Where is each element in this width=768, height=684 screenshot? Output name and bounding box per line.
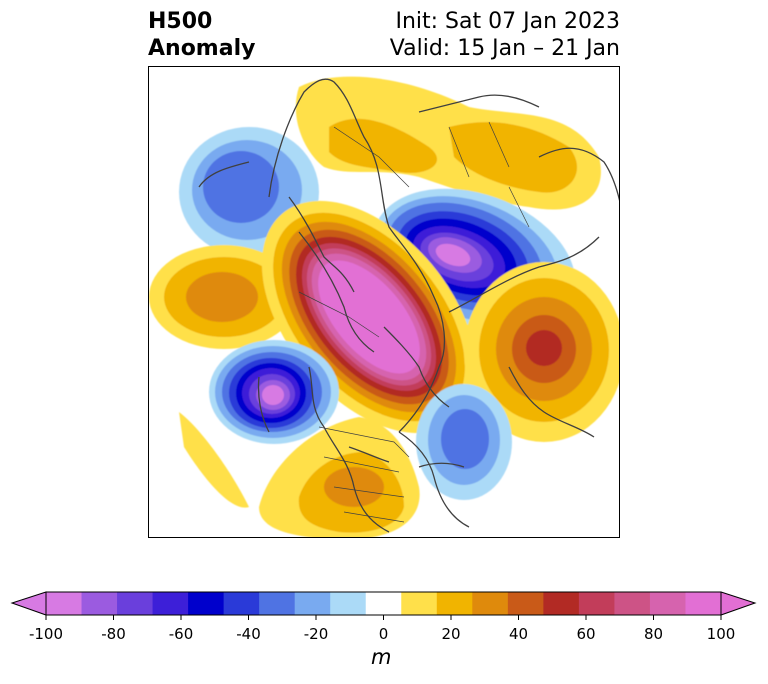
colorbar-cell <box>46 592 83 615</box>
map-title: H500 Anomaly <box>148 8 255 62</box>
colorbar-cell <box>152 592 189 615</box>
ridge-subtropical-pacific <box>179 412 249 508</box>
colorbar-cell <box>543 592 580 615</box>
colorbar-cell <box>401 592 438 615</box>
colorbar-tick-label: 40 <box>509 625 528 643</box>
trough-atlantic <box>416 384 512 500</box>
colorbar-cell <box>81 592 118 615</box>
ridge-central-us <box>259 417 420 537</box>
colorbar-tick-label: -80 <box>101 625 126 643</box>
colorbar-cell <box>294 592 331 615</box>
colorbar-cell <box>223 592 260 615</box>
colorbar-tick-label: 80 <box>644 625 663 643</box>
ridge-europe <box>464 262 619 442</box>
ridge-pacific-west <box>149 245 299 349</box>
colorbar-cell <box>259 592 296 615</box>
init-date: Init: Sat 07 Jan 2023 <box>395 9 620 34</box>
colorbar-cell <box>578 592 615 615</box>
borders <box>298 121 530 523</box>
title-line-2: Anomaly <box>148 36 256 61</box>
colorbar: -100 -80 -60 -40 -20 0 20 40 60 80 100 <box>10 591 757 643</box>
colorbar-cell <box>614 592 651 615</box>
coastlines <box>198 78 619 533</box>
colorbar-cell <box>330 592 367 615</box>
colorbar-cell <box>649 592 686 615</box>
colorbar-tick-label: 60 <box>576 625 595 643</box>
colorbar-tick-label: 0 <box>379 625 389 643</box>
map-panel <box>148 66 620 538</box>
trough-pacific <box>209 340 339 444</box>
anomaly-map <box>149 76 619 537</box>
colorbar-tick-label: 20 <box>441 625 460 643</box>
colorbar-tick-label: -40 <box>236 625 261 643</box>
colorbar-under-arrow <box>10 591 47 616</box>
colorbar-tick-label: -100 <box>29 625 63 643</box>
colorbar-ticks: -100 -80 -60 -40 -20 0 20 40 60 80 100 <box>29 615 735 643</box>
colorbar-tick-label: -20 <box>304 625 329 643</box>
title-line-1: H500 <box>148 9 213 34</box>
colorbar-cells <box>46 592 722 615</box>
colorbar-cell <box>507 592 544 615</box>
ridge-siberia <box>295 76 601 210</box>
colorbar-cell <box>436 592 473 615</box>
colorbar-cell <box>365 592 402 615</box>
colorbar-tick-label: 100 <box>707 625 736 643</box>
colorbar-tick-label: -60 <box>169 625 194 643</box>
colorbar-over-arrow <box>720 591 757 616</box>
colorbar-cell <box>117 592 154 615</box>
colorbar-cell <box>685 592 722 615</box>
colorbar-cell <box>472 592 509 615</box>
colorbar-unit-label: m <box>371 645 392 669</box>
forecast-dates: Init: Sat 07 Jan 2023 Valid: 15 Jan – 21… <box>390 8 620 62</box>
valid-range: Valid: 15 Jan – 21 Jan <box>389 36 620 61</box>
colorbar-cell <box>188 592 225 615</box>
